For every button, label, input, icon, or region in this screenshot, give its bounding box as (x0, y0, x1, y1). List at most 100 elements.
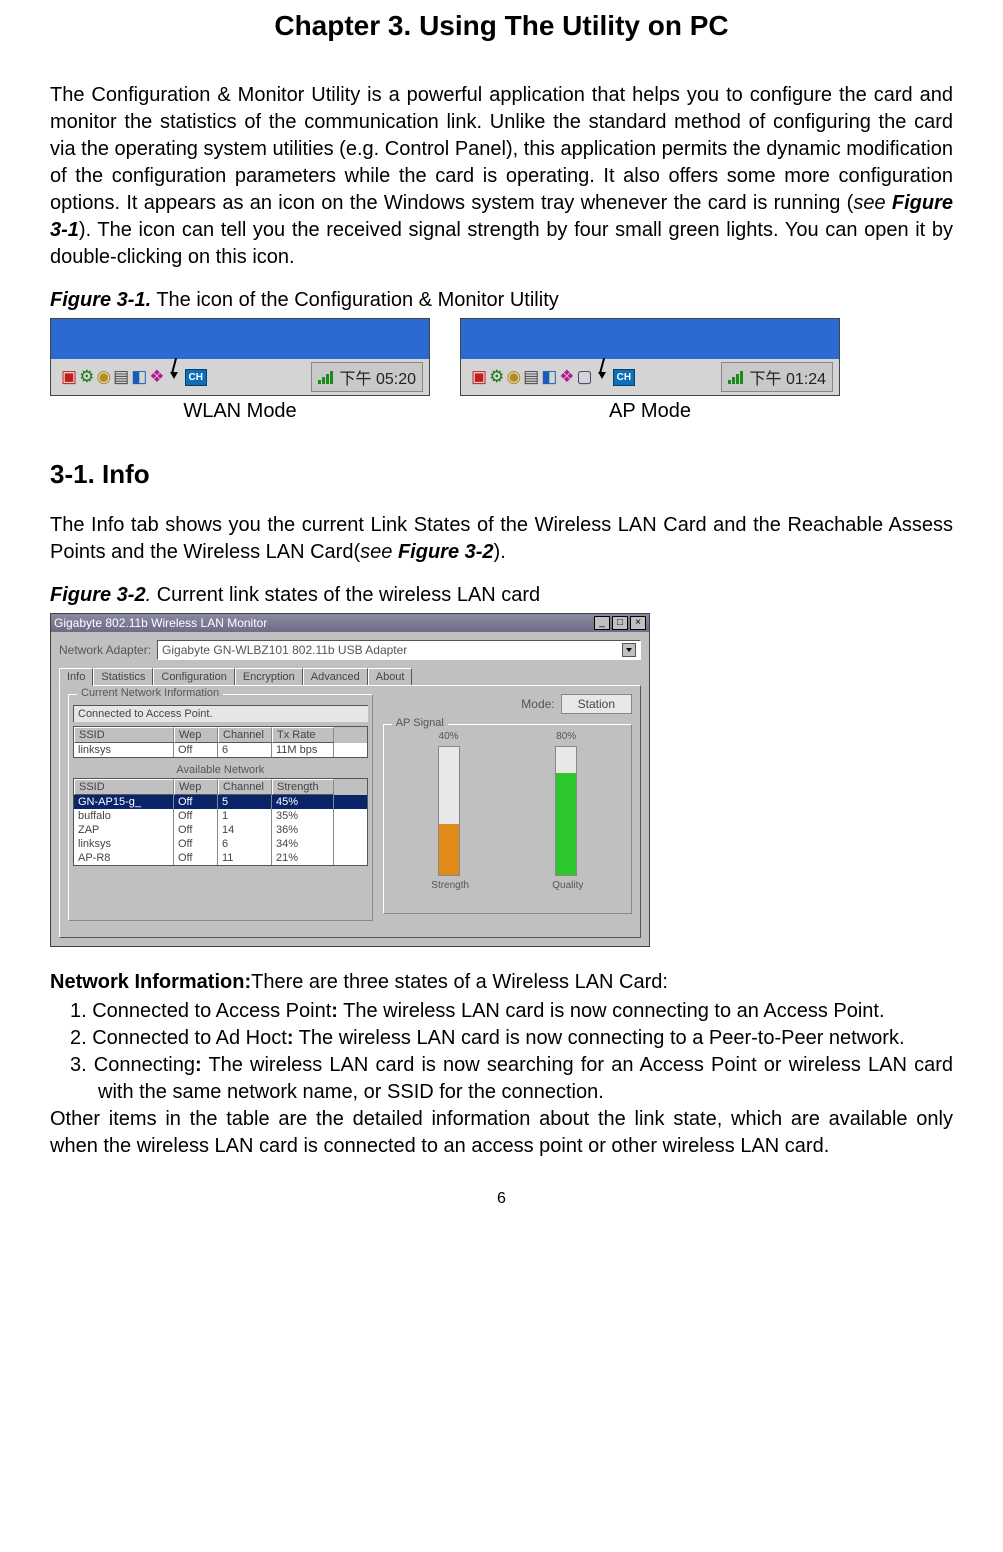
available-network-table: SSID Wep Channel Strength GN-AP15-g_Off5… (73, 778, 368, 866)
cell: Off (174, 795, 218, 809)
ni-intro-text: There are three states of a Wireless LAN… (251, 971, 668, 993)
strength-bar-slot (438, 746, 460, 876)
cell: Off (174, 823, 218, 837)
start-icon: ▣ (61, 367, 77, 387)
strength-pct: 40% (439, 731, 459, 742)
clock: 下午 01:24 (750, 365, 827, 389)
tab-encryption[interactable]: Encryption (235, 668, 303, 685)
table-row[interactable]: linksys Off 6 11M bps (74, 743, 367, 757)
window-title: Gigabyte 802.11b Wireless LAN Monitor (54, 616, 267, 630)
page-number: 6 (50, 1190, 953, 1208)
cell: 45% (272, 795, 334, 809)
cell: 6 (218, 837, 272, 851)
intro-text-1: The Configuration & Monitor Utility is a… (50, 84, 953, 214)
sound-icon: ◉ (506, 367, 521, 387)
footer-para: Other items in the table are the detaile… (50, 1106, 953, 1160)
th-wep: Wep (174, 727, 218, 743)
quality-bar-slot (555, 746, 577, 876)
minimize-button[interactable]: _ (594, 616, 610, 630)
figure-2-caption: Figure 3-2. Current link states of the w… (50, 584, 953, 607)
current-network-table: SSID Wep Channel Tx Rate linksys Off 6 1… (73, 726, 368, 758)
table-row[interactable]: linksysOff634% (74, 837, 367, 851)
dialog-titlebar: Gigabyte 802.11b Wireless LAN Monitor _ … (51, 614, 649, 632)
monitor-dialog: Gigabyte 802.11b Wireless LAN Monitor _ … (50, 613, 650, 947)
tab-advanced[interactable]: Advanced (303, 668, 368, 685)
clock: 下午 05:20 (340, 365, 417, 389)
see-text-2: see (360, 541, 398, 563)
start-icon: ▣ (471, 367, 487, 387)
cell: ZAP (74, 823, 174, 837)
cell: 36% (272, 823, 334, 837)
shield-icon: ◧ (541, 367, 557, 387)
globe-icon: ⚙ (489, 367, 504, 387)
ch-badge: CH (185, 369, 207, 386)
section-heading: 3-1. Info (50, 459, 953, 490)
taskbar-ap: ▣ ⚙ ◉ ▤ ◧ ❖ ▢ CH 下午 01:24 AP Mode (460, 318, 840, 423)
connection-status: Connected to Access Point. (73, 705, 368, 722)
tab-info[interactable]: Info (59, 668, 93, 686)
dropdown-arrow-icon (622, 643, 636, 657)
mode-value: Station (561, 694, 632, 714)
shield-icon: ◧ (131, 367, 147, 387)
adapter-label: Network Adapter: (59, 643, 151, 657)
quality-label: Quality (552, 880, 583, 891)
system-tray: 下午 05:20 (311, 362, 424, 392)
intro-text-2: ). The icon can tell you the received si… (50, 219, 953, 268)
ni-label: Network Information: (50, 971, 251, 993)
chapter-title: Chapter 3. Using The Utility on PC (50, 10, 953, 42)
system-tray: 下午 01:24 (721, 362, 834, 392)
close-button[interactable]: × (630, 616, 646, 630)
list-item: 1. Connected to Access Point: The wirele… (50, 998, 953, 1025)
th-strength: Strength (272, 779, 334, 795)
cell: Off (174, 809, 218, 823)
info-tab-pane: Current Network Information Connected to… (59, 685, 641, 938)
cell: 21% (272, 851, 334, 865)
cell: buffalo (74, 809, 174, 823)
quality-bar (556, 773, 576, 875)
taskbar-wlan: ▣ ⚙ ◉ ▤ ◧ ❖ CH 下午 05:20 WLAN Mode (50, 318, 430, 423)
tab-strip: Info Statistics Configuration Encryption… (59, 668, 641, 685)
table-row[interactable]: GN-AP15-g_Off545% (74, 795, 367, 809)
network-info-intro: Network Information:There are three stat… (50, 969, 953, 996)
maximize-button[interactable]: □ (612, 616, 628, 630)
list-item: 2. Connected to Ad Hoct: The wireless LA… (50, 1025, 953, 1052)
adapter-dropdown[interactable]: Gigabyte GN-WLBZ101 802.11b USB Adapter (157, 640, 641, 660)
globe-icon: ⚙ (79, 367, 94, 387)
cell: 35% (272, 809, 334, 823)
figure-1-text: The icon of the Configuration & Monitor … (151, 289, 559, 311)
tab-statistics[interactable]: Statistics (93, 668, 153, 685)
cell-channel: 6 (218, 743, 272, 757)
th-wep-2: Wep (174, 779, 218, 795)
signal-icon (318, 370, 334, 384)
cell-wep: Off (174, 743, 218, 757)
table-row[interactable]: AP-R8Off1121% (74, 851, 367, 865)
sound-icon: ◉ (96, 367, 111, 387)
adapter-value: Gigabyte GN-WLBZ101 802.11b USB Adapter (162, 643, 407, 657)
fig-ref-2: Figure 3-2 (398, 541, 494, 563)
tab-configuration[interactable]: Configuration (153, 668, 234, 685)
th-channel: Channel (218, 727, 272, 743)
cell-txrate: 11M bps (272, 743, 334, 757)
current-network-group: Current Network Information Connected to… (68, 694, 373, 921)
strength-bar (439, 824, 459, 875)
figure-1-caption: Figure 3-1. The icon of the Configuratio… (50, 289, 953, 312)
th-txrate: Tx Rate (272, 727, 334, 743)
cell: 34% (272, 837, 334, 851)
taskbar-figure: ▣ ⚙ ◉ ▤ ◧ ❖ CH 下午 05:20 WLAN Mode (50, 318, 953, 423)
figure-2-label: Figure 3-2 (50, 584, 146, 606)
cell: AP-R8 (74, 851, 174, 865)
network-icon: ❖ (149, 367, 164, 387)
see-text: see (853, 192, 892, 214)
ch-badge: CH (613, 369, 635, 386)
info-text-b: ). (494, 541, 506, 563)
th-channel-2: Channel (218, 779, 272, 795)
figure-2-text: Current link states of the wireless LAN … (151, 584, 540, 606)
pointer-arrow-icon (167, 362, 183, 392)
tab-about[interactable]: About (368, 668, 413, 685)
table-row[interactable]: ZAPOff1436% (74, 823, 367, 837)
wlan-mode-label: WLAN Mode (50, 400, 430, 423)
table-row[interactable]: buffaloOff135% (74, 809, 367, 823)
taskbar-top-strip (461, 319, 839, 359)
info-para: The Info tab shows you the current Link … (50, 512, 953, 566)
group1-title: Current Network Information (77, 687, 223, 699)
